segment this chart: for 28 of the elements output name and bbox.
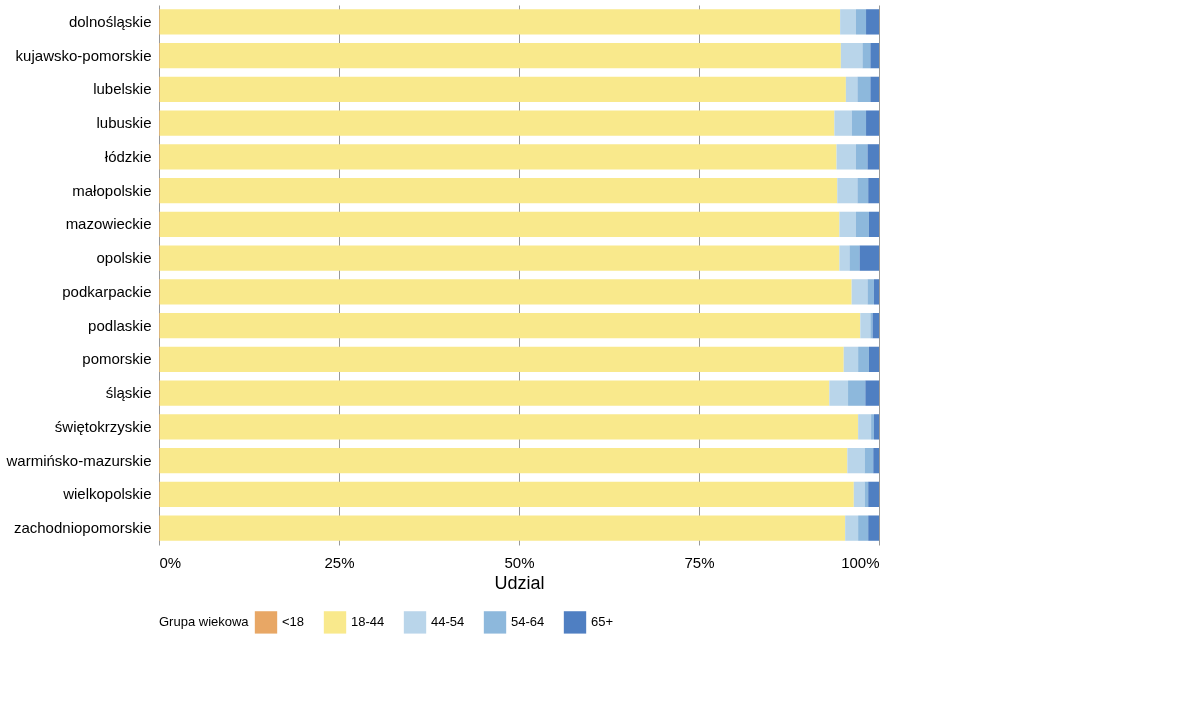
y-tick-label: podlaskie — [88, 316, 152, 334]
y-tick-label: śląskie — [105, 384, 152, 402]
y-tick-label: opolskie — [96, 249, 152, 267]
y-tick-label: warmińsko-mazurskie — [5, 451, 152, 469]
y-tick-label: kujawsko-pomorskie — [15, 46, 152, 64]
y-tick-label: mazowieckie — [65, 215, 152, 233]
y-tick-label: lubuskie — [96, 114, 152, 132]
x-tick-label: 100% — [841, 553, 880, 571]
legend-label: 18-44 — [351, 614, 385, 630]
y-tick-label: pomorskie — [82, 350, 152, 368]
legend-label: 44-54 — [431, 614, 465, 630]
y-tick-label: wielkopolskie — [62, 485, 152, 503]
y-tick-label: łódzkie — [104, 147, 152, 165]
x-tick-label: 50% — [504, 553, 535, 571]
y-tick-label: małopolskie — [72, 181, 152, 199]
y-tick-label: podkarpackie — [62, 282, 152, 300]
y-tick-label: dolnośląskie — [68, 12, 152, 30]
legend-label: 54-64 — [511, 614, 545, 630]
x-tick-label: 0% — [159, 553, 182, 571]
legend-label: <18 — [282, 614, 305, 630]
legend-title: Grupa wiekowa — [159, 614, 250, 629]
x-tick-label: 75% — [684, 553, 715, 571]
x-axis-title: Udzial — [494, 572, 545, 593]
legend-label: 65+ — [591, 614, 614, 630]
y-tick-label: lubelskie — [93, 80, 152, 98]
y-tick-label: zachodniopomorskie — [13, 519, 152, 537]
x-tick-label: 25% — [324, 553, 355, 571]
y-tick-label: świętokrzyskie — [54, 417, 152, 435]
